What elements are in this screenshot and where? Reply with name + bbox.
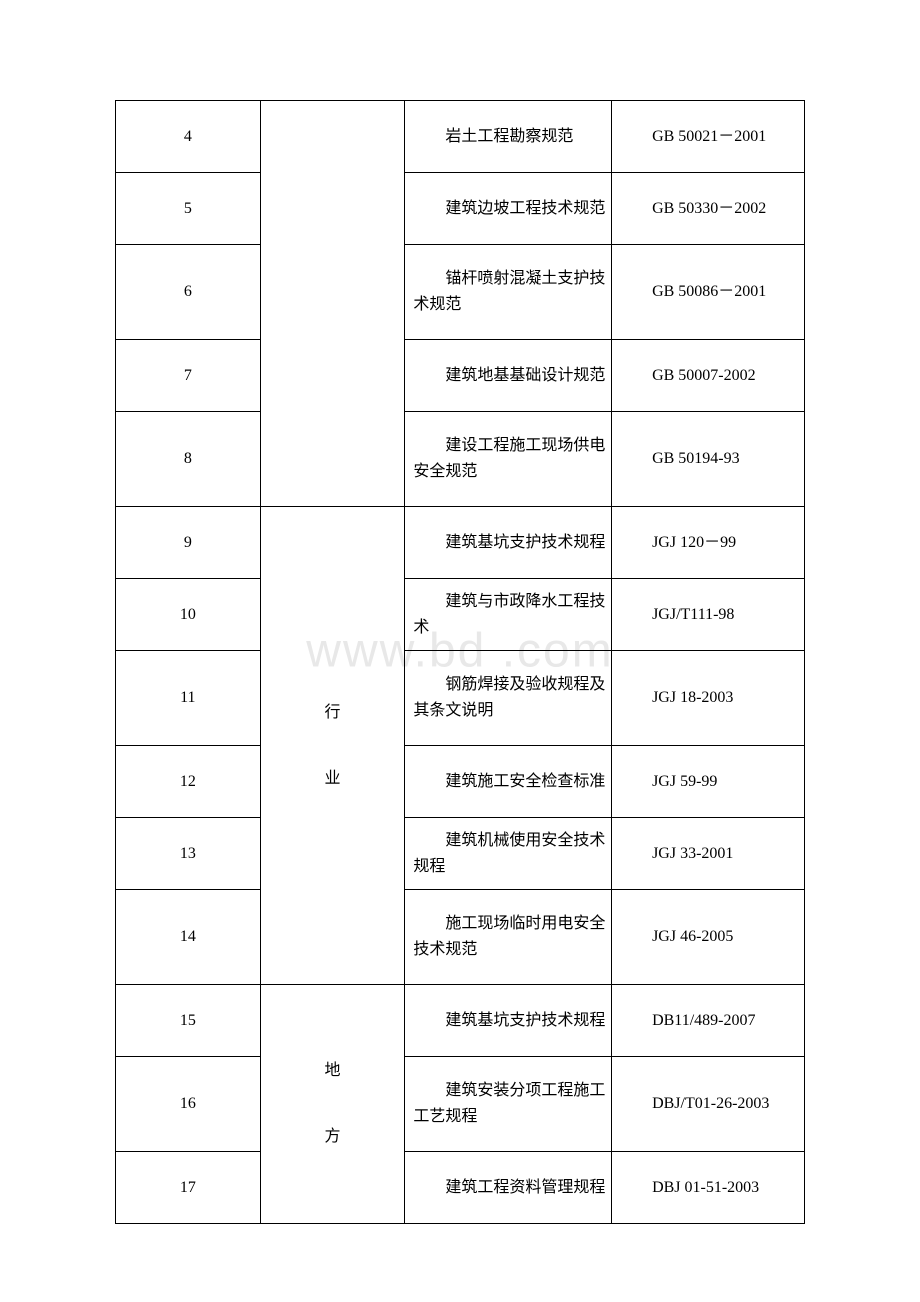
- category-char: 方: [325, 1124, 341, 1150]
- table-row: 6 锚杆喷射混凝土支护技术规范 GB 50086－2001: [116, 245, 805, 340]
- standard-code: GB 50021－2001: [612, 101, 805, 173]
- table-row: 8 建设工程施工现场供电安全规范 GB 50194-93: [116, 412, 805, 507]
- row-number: 12: [116, 746, 261, 818]
- standard-name: 建筑施工安全检查标准: [405, 746, 612, 818]
- standard-name: 施工现场临时用电安全技术规范: [405, 890, 612, 985]
- standards-table-container: 4 岩土工程勘察规范 GB 50021－2001 5 建筑边坡工程技术规范 GB…: [115, 100, 805, 1224]
- category-cell-industry: 行 业: [260, 507, 405, 985]
- standard-code: JGJ/T111-98: [612, 579, 805, 651]
- row-number: 5: [116, 173, 261, 245]
- table-row: 4 岩土工程勘察规范 GB 50021－2001: [116, 101, 805, 173]
- standard-code: GB 50194-93: [612, 412, 805, 507]
- category-cell-local: 地 方: [260, 985, 405, 1224]
- table-row: 14 施工现场临时用电安全技术规范 JGJ 46-2005: [116, 890, 805, 985]
- row-number: 11: [116, 651, 261, 746]
- standard-name: 岩土工程勘察规范: [405, 101, 612, 173]
- row-number: 7: [116, 340, 261, 412]
- standard-code: GB 50086－2001: [612, 245, 805, 340]
- standard-code: JGJ 18-2003: [612, 651, 805, 746]
- row-number: 9: [116, 507, 261, 579]
- row-number: 17: [116, 1152, 261, 1224]
- standard-code: GB 50007-2002: [612, 340, 805, 412]
- standards-table: 4 岩土工程勘察规范 GB 50021－2001 5 建筑边坡工程技术规范 GB…: [115, 100, 805, 1224]
- standard-code: JGJ 120－99: [612, 507, 805, 579]
- standard-name: 建筑基坑支护技术规程: [405, 985, 612, 1057]
- standard-name: 建设工程施工现场供电安全规范: [405, 412, 612, 507]
- row-number: 6: [116, 245, 261, 340]
- table-row: 7 建筑地基基础设计规范 GB 50007-2002: [116, 340, 805, 412]
- row-number: 8: [116, 412, 261, 507]
- row-number: 10: [116, 579, 261, 651]
- row-number: 15: [116, 985, 261, 1057]
- table-row: 17 建筑工程资料管理规程 DBJ 01-51-2003: [116, 1152, 805, 1224]
- standard-code: JGJ 33-2001: [612, 818, 805, 890]
- table-row: 16 建筑安装分项工程施工工艺规程 DBJ/T01-26-2003: [116, 1057, 805, 1152]
- category-cell-national: [260, 101, 405, 507]
- table-row: 11 钢筋焊接及验收规程及其条文说明 JGJ 18-2003: [116, 651, 805, 746]
- table-row: 13 建筑机械使用安全技术规程 JGJ 33-2001: [116, 818, 805, 890]
- row-number: 14: [116, 890, 261, 985]
- row-number: 4: [116, 101, 261, 173]
- standard-name: 建筑工程资料管理规程: [405, 1152, 612, 1224]
- category-char: 地: [325, 1058, 341, 1084]
- category-char: 行: [325, 700, 341, 726]
- standard-code: JGJ 59-99: [612, 746, 805, 818]
- standard-code: DB11/489-2007: [612, 985, 805, 1057]
- standard-name: 钢筋焊接及验收规程及其条文说明: [405, 651, 612, 746]
- row-number: 13: [116, 818, 261, 890]
- standard-name: 建筑基坑支护技术规程: [405, 507, 612, 579]
- standard-name: 建筑地基基础设计规范: [405, 340, 612, 412]
- table-row: 15 地 方 建筑基坑支护技术规程 DB11/489-2007: [116, 985, 805, 1057]
- standard-code: GB 50330－2002: [612, 173, 805, 245]
- row-number: 16: [116, 1057, 261, 1152]
- table-row: 5 建筑边坡工程技术规范 GB 50330－2002: [116, 173, 805, 245]
- standard-name: 锚杆喷射混凝土支护技术规范: [405, 245, 612, 340]
- category-char: 业: [325, 766, 341, 792]
- standard-code: JGJ 46-2005: [612, 890, 805, 985]
- standard-code: DBJ 01-51-2003: [612, 1152, 805, 1224]
- table-row: 9 行 业 建筑基坑支护技术规程 JGJ 120－99: [116, 507, 805, 579]
- standard-name: 建筑安装分项工程施工工艺规程: [405, 1057, 612, 1152]
- standard-name: 建筑与市政降水工程技术: [405, 579, 612, 651]
- standard-name: 建筑边坡工程技术规范: [405, 173, 612, 245]
- standard-name: 建筑机械使用安全技术规程: [405, 818, 612, 890]
- table-row: 12 建筑施工安全检查标准 JGJ 59-99: [116, 746, 805, 818]
- standard-code: DBJ/T01-26-2003: [612, 1057, 805, 1152]
- table-row: 10 建筑与市政降水工程技术 JGJ/T111-98: [116, 579, 805, 651]
